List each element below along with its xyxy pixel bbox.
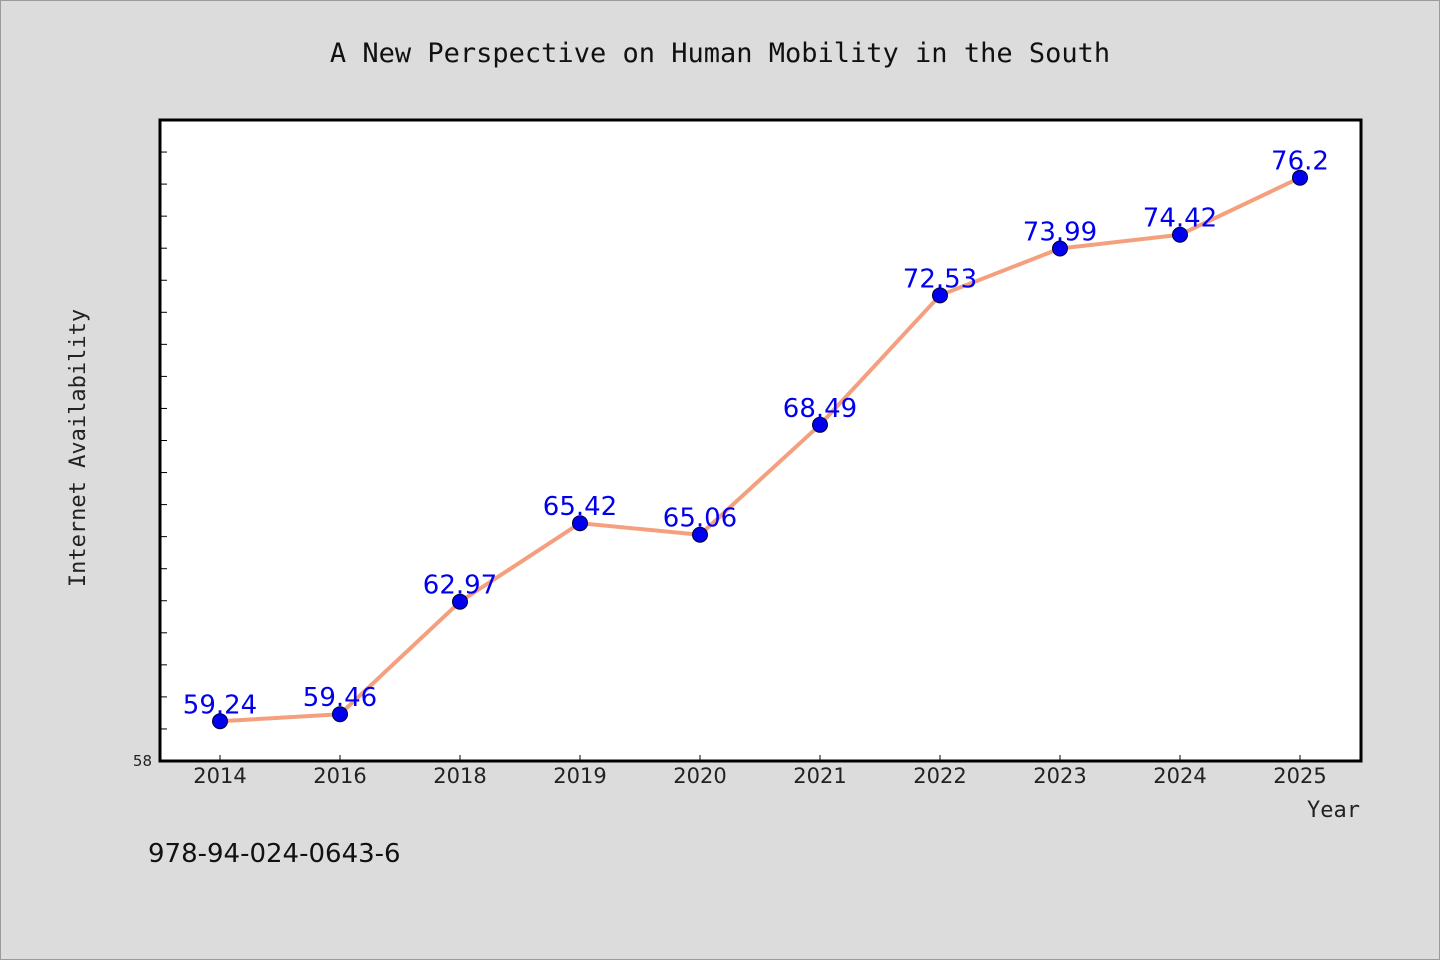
data-point [572,515,588,532]
data-label: 74.42 [1143,204,1217,234]
data-label: 76.2 [1271,147,1329,177]
x-tick-label: 2025 [1273,764,1326,788]
data-point [692,526,708,543]
y-tick-label-min: 58 [133,752,152,770]
x-tick-label: 2020 [673,764,726,788]
data-point [932,287,948,304]
data-label: 59.24 [183,690,257,720]
data-point [332,706,348,723]
plot-area [158,118,1363,763]
data-point [1292,169,1308,186]
data-points [212,169,1308,730]
x-tick-label: 2022 [913,764,966,788]
data-point [212,713,228,730]
x-tick-label: 2019 [553,764,606,788]
x-tick-label: 2024 [1153,764,1206,788]
data-point [1172,226,1188,243]
data-point [1052,240,1068,257]
y-axis-ticks [160,151,167,730]
data-label: 73.99 [1023,218,1097,248]
data-label: 62.97 [423,571,497,601]
data-point [812,416,828,433]
x-tick-label: 2021 [793,764,846,788]
x-tick-label: 2016 [313,764,366,788]
x-tick-label: 2014 [193,764,246,788]
data-label: 59.46 [303,683,377,713]
data-labels: 59.24 59.46 62.97 65.42 65.06 68.49 72.53 73.99… [183,147,1329,721]
data-point [452,593,468,610]
x-axis-ticks: 2014 2016 2018 2019 2020 2021 2022 2023 2024 2025 [193,755,1327,788]
x-axis-label: Year [1307,798,1360,823]
x-tick-label: 2018 [433,764,486,788]
chart-title: A New Perspective on Human Mobility in t… [330,38,1110,69]
data-label: 68.49 [783,394,857,424]
data-label: 65.06 [663,504,737,534]
series-line [219,175,1301,724]
data-label: 72.53 [903,264,977,294]
y-axis-label: Internet Availability [66,309,91,587]
x-tick-label: 2023 [1033,764,1086,788]
isbn-text: 978-94-024-0643-6 [148,839,401,869]
data-label: 65.42 [543,492,617,522]
